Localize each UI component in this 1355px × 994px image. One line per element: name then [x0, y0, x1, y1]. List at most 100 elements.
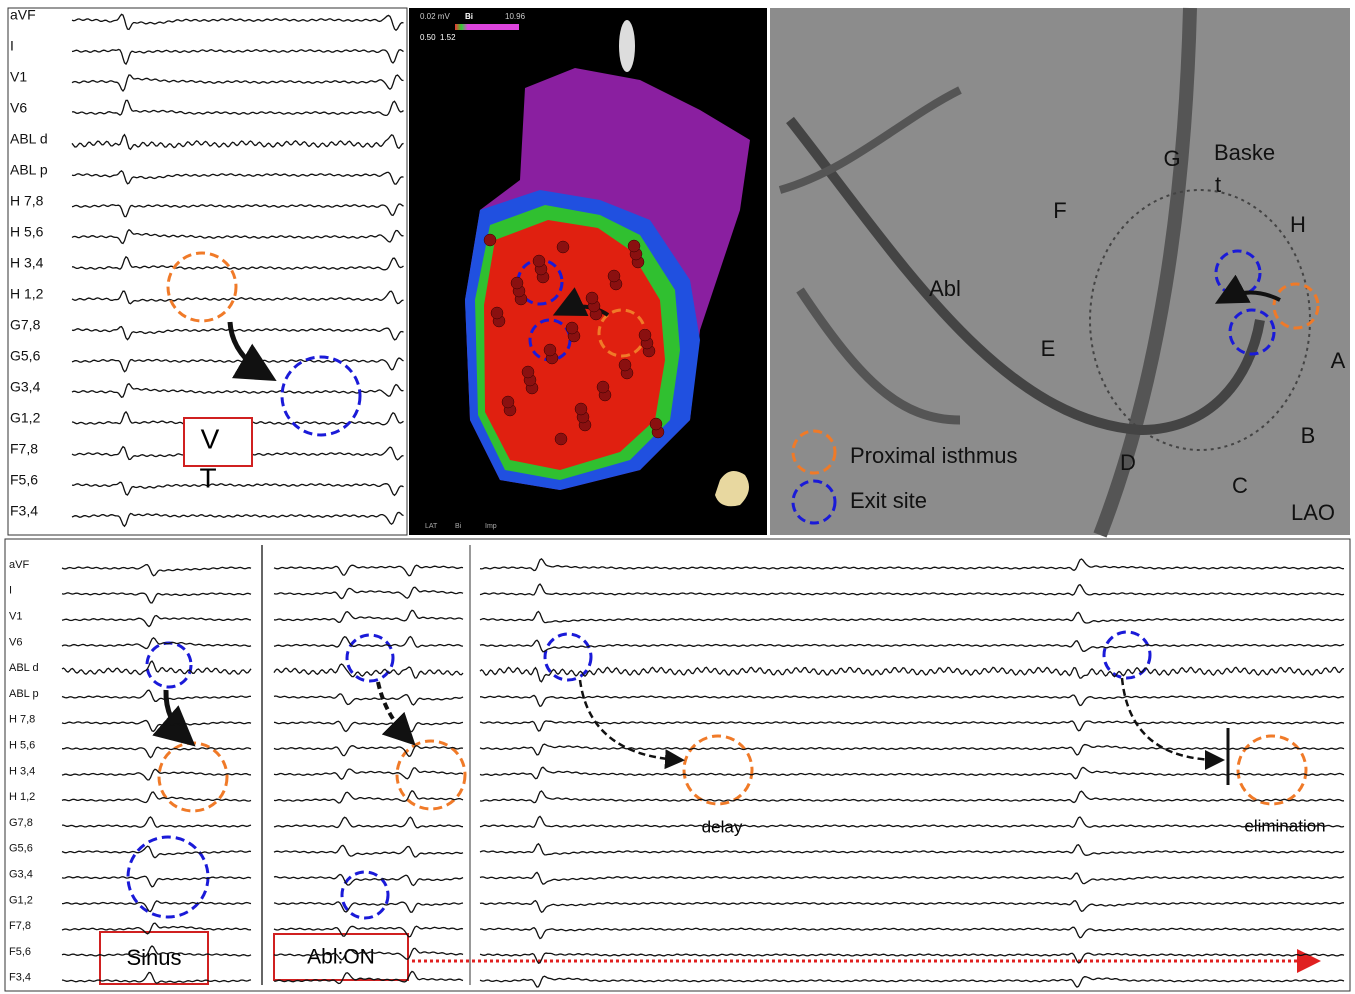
ecg-trace [479, 583, 1345, 596]
isthmus-circle [682, 734, 754, 806]
ecg-trace [273, 947, 464, 961]
lead-label: H 3,4 [10, 255, 44, 271]
ecg-trace [273, 873, 464, 887]
ecg-trace [62, 816, 252, 828]
ecg-trace [61, 614, 252, 628]
lesion-dot [483, 233, 497, 247]
scale-high: 1.52 [440, 33, 456, 42]
lesion-dot [501, 395, 515, 409]
lead-label: G7,8 [9, 817, 33, 829]
fluoro-label: Abl [929, 276, 961, 301]
lesion-dot [574, 402, 588, 416]
lead-label: aVF [9, 559, 29, 571]
ecg-trace [479, 557, 1345, 572]
vt-label: T [199, 462, 216, 493]
legend-swatch [791, 429, 837, 475]
exit-circle [1102, 630, 1152, 680]
basket [1089, 189, 1311, 451]
ecg-trace [61, 768, 252, 781]
catheter [786, 116, 1265, 436]
lead-label: ABL p [9, 688, 39, 700]
ecg-trace [71, 13, 404, 32]
ecg-trace [61, 875, 252, 888]
ecg-trace [273, 564, 464, 577]
ecg-trace [61, 719, 252, 733]
ecg-trace [71, 48, 404, 66]
lead-label: G1,2 [9, 894, 33, 906]
top-ecg-panel: aVF I V1 V6 ABL d ABL p H 7,8 H 5,6 H 3,4 H 1,2 G7… [7, 7, 408, 536]
ecg-trace [273, 901, 464, 913]
lead-label: ABL d [10, 131, 48, 147]
ecg-trace [71, 228, 404, 245]
arrow [578, 679, 685, 770]
fluoro-label: F [1053, 198, 1066, 223]
ecg-trace [273, 844, 464, 858]
scale-max: 10.96 [505, 12, 526, 21]
ecg-trace [273, 693, 464, 706]
scale-mode: Bi [465, 12, 473, 21]
lead-label: I [10, 38, 14, 54]
lesion-dot [543, 343, 557, 357]
lead-label: F3,4 [10, 503, 38, 519]
ecg-trace [71, 133, 404, 151]
arrow [1214, 274, 1281, 304]
isthmus-circle [1272, 282, 1320, 330]
lead-label: H 5,6 [10, 224, 44, 240]
map-panel: 0.02 mV Bi 10.96 0.50 1.52 LAT Bi Imp [409, 8, 767, 535]
lead-label: F5,6 [10, 472, 38, 488]
fluoro-label: D [1120, 450, 1136, 475]
ecg-trace [479, 871, 1345, 885]
bottom-ecg-panel: Sinus Abl:ON delay elimination aVFIV1V6A… [4, 538, 1351, 992]
lead-label: I [9, 585, 12, 597]
ecg-trace [480, 926, 1345, 940]
arrow [1120, 677, 1225, 770]
fluoro-label: C [1232, 473, 1248, 498]
lead-label: G7,8 [10, 317, 41, 333]
lead-label: G5,6 [9, 843, 33, 855]
isthmus-circle [166, 251, 238, 323]
fluoro-label: Baske [1214, 140, 1275, 165]
ecg-trace [71, 382, 404, 398]
lead-label: V6 [10, 100, 27, 116]
fluoro-bg [770, 8, 1350, 535]
lesion-dot [585, 291, 599, 305]
ecg-trace [61, 791, 252, 804]
catheter [796, 287, 961, 425]
lead-label: H 5,6 [9, 740, 35, 752]
arrow [376, 681, 416, 746]
lead-label: aVF [10, 7, 36, 23]
lesion-dot [554, 432, 568, 446]
lead-label: G1,2 [10, 410, 41, 426]
lead-label: H 1,2 [9, 791, 35, 803]
ecg-trace [273, 744, 464, 758]
lesion-dot [521, 365, 535, 379]
fluoro-label: H [1290, 212, 1306, 237]
ecg-trace [61, 922, 252, 935]
lesion-dot [510, 276, 524, 290]
ecg-trace [61, 945, 252, 958]
ecg-trace [61, 971, 252, 984]
exit-circle [345, 633, 395, 683]
lead-label: G5,6 [10, 348, 41, 364]
ecg-trace [71, 99, 404, 117]
heart-icon [715, 471, 749, 507]
legend-label: Exit site [850, 488, 927, 513]
ecg-trace [61, 592, 252, 604]
map-tab: Imp [485, 523, 497, 530]
ecg-trace [479, 815, 1345, 829]
arrow [227, 321, 277, 382]
ecg-trace [61, 563, 252, 577]
ecg-trace [71, 255, 404, 271]
lesion-dot [490, 306, 504, 320]
fluoro-label: LAO [1291, 500, 1335, 525]
exit-circle [126, 835, 210, 919]
ecg-trace [273, 790, 464, 804]
ecg-trace [273, 586, 464, 600]
lead-label: H 1,2 [10, 286, 44, 302]
catheter [1093, 7, 1197, 538]
exit-circle [543, 632, 593, 682]
sinus-box [99, 931, 209, 985]
map-tab: Bi [455, 523, 462, 530]
lesion-dot [649, 417, 663, 431]
